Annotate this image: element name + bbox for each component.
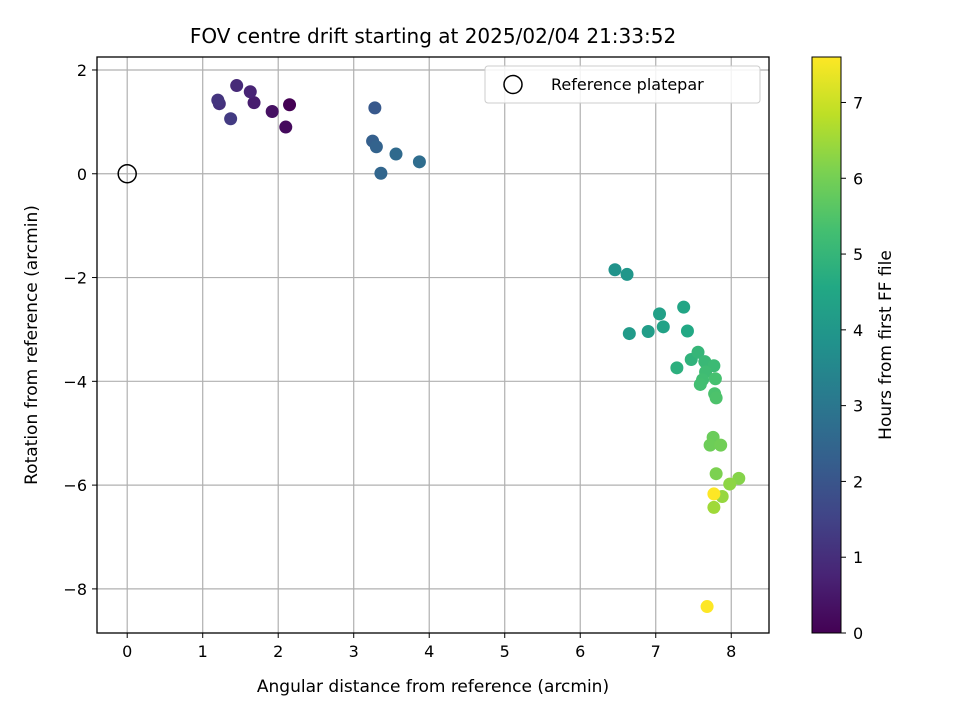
x-axis-label: Angular distance from reference (arcmin) — [257, 677, 609, 697]
x-tick-label: 3 — [349, 642, 359, 661]
data-point — [369, 140, 383, 154]
data-point — [709, 467, 723, 481]
legend-label: Reference platepar — [551, 75, 704, 94]
colorbar-tick-label: 3 — [853, 397, 863, 416]
legend: Reference platepar — [484, 65, 761, 104]
data-point — [680, 324, 694, 338]
data-point — [707, 500, 721, 514]
points — [117, 79, 746, 614]
colorbar-gradient — [811, 56, 842, 634]
colorbar-tick-label: 5 — [853, 245, 863, 264]
data-point — [368, 101, 382, 115]
colorbar-tick-label: 1 — [853, 548, 863, 567]
x-tick-label: 5 — [500, 642, 510, 661]
data-point — [691, 345, 705, 359]
data-point — [653, 307, 667, 321]
reference-point — [117, 164, 137, 184]
y-tick-label: −2 — [63, 269, 87, 288]
x-tick-label: 7 — [651, 642, 661, 661]
colorbar-tick-label: 7 — [853, 93, 863, 112]
data-point — [693, 377, 707, 391]
plot-frame — [96, 56, 770, 634]
data-point — [622, 327, 636, 341]
data-point — [389, 147, 403, 161]
data-point — [656, 320, 670, 334]
colorbar-tick-label: 6 — [853, 169, 863, 188]
y-tick-label: −4 — [63, 372, 87, 391]
y-tick-label: 2 — [77, 61, 87, 80]
data-point — [230, 79, 244, 93]
data-point — [714, 438, 728, 452]
legend-marker — [503, 74, 523, 95]
legend-box — [484, 65, 761, 104]
data-point — [243, 85, 257, 99]
data-point — [708, 372, 722, 386]
y-tick-label: −6 — [63, 476, 87, 495]
data-point — [283, 98, 297, 112]
data-point — [700, 600, 714, 614]
data-point — [670, 361, 684, 375]
x-tick-label: 0 — [122, 642, 132, 661]
x-tick-label: 2 — [273, 642, 283, 661]
x-tick-label: 1 — [198, 642, 208, 661]
colorbar: 0 1 2 3 4 5 6 7 Hours from first FF file — [811, 56, 896, 643]
colorbar-tick-label: 0 — [853, 624, 863, 643]
chart-title: FOV centre drift starting at 2025/02/04 … — [190, 24, 676, 48]
x-axis-ticks: 0 1 2 3 4 5 6 7 8 — [122, 633, 736, 661]
x-tick-label: 8 — [726, 642, 736, 661]
x-tick-label: 6 — [575, 642, 585, 661]
y-axis-label: Rotation from reference (arcmin) — [22, 205, 42, 485]
data-point — [620, 267, 634, 281]
data-point — [265, 104, 279, 118]
colorbar-tick-label: 4 — [853, 321, 863, 340]
colorbar-label: Hours from first FF file — [876, 250, 896, 440]
y-axis-ticks: 2 0 −2 −4 −6 −8 — [63, 61, 97, 599]
data-point — [211, 93, 225, 107]
data-point — [709, 391, 723, 405]
x-tick-label: 4 — [424, 642, 434, 661]
y-tick-label: 0 — [77, 165, 87, 184]
data-point — [279, 120, 293, 134]
y-tick-label: −8 — [63, 580, 87, 599]
data-point — [723, 477, 737, 491]
data-point — [703, 438, 717, 452]
data-point — [412, 155, 426, 169]
data-point — [608, 263, 622, 277]
colorbar-ticks: 0 1 2 3 4 5 6 7 — [841, 93, 863, 643]
data-point — [707, 487, 721, 501]
data-point — [677, 300, 691, 314]
data-point — [374, 166, 388, 180]
data-point — [224, 112, 238, 126]
data-point — [247, 96, 261, 110]
grid — [97, 57, 769, 633]
colorbar-tick-label: 2 — [853, 472, 863, 491]
data-point — [641, 325, 655, 339]
